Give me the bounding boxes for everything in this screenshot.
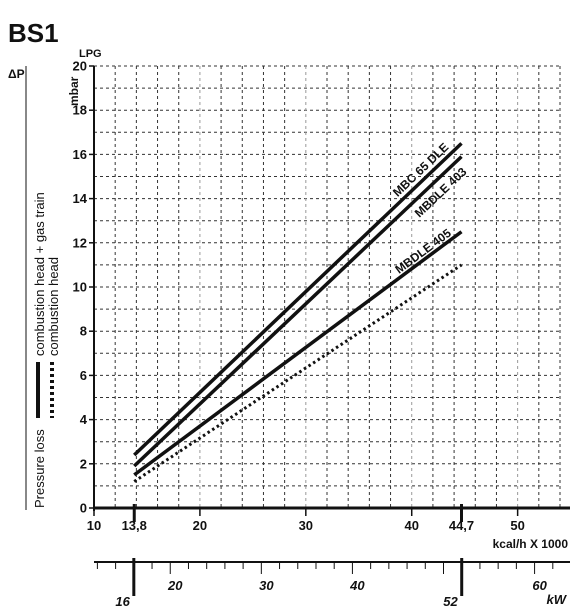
y-unit-label: mbar: [67, 76, 81, 106]
y-tick-label: 16: [73, 147, 87, 162]
y-tick-label: 6: [80, 368, 87, 383]
kw-tick-label: 60: [532, 578, 547, 593]
y-axis-delta-label: ΔP: [8, 67, 25, 81]
y-tick-label: 2: [80, 456, 87, 471]
series-line-mbdle-403: [133, 155, 463, 468]
x-tick-label: 44,7: [449, 518, 474, 533]
y-tick-label: 0: [80, 501, 87, 516]
x-tick-label: 40: [404, 518, 418, 533]
kw-tick-label: 30: [259, 578, 274, 593]
legend-label-dotted: combustion head: [46, 257, 61, 356]
y-tick-label: 20: [73, 59, 87, 74]
series-line-mbdle-405: [133, 230, 463, 477]
kw-tick-label: 20: [167, 578, 183, 593]
y-tick-label: 14: [73, 191, 88, 206]
x-tick-label: 20: [193, 518, 207, 533]
x-unit-label: kcal/h X 1000: [493, 537, 569, 551]
kw-tick-label: 52: [443, 594, 458, 609]
x-tick-label: 13,8: [122, 518, 147, 533]
tick-labels: 0 2 4 6 8 10 12 14 16 18 20 10 13,8 20 30 40 44,7 50 16 20 3…: [73, 59, 548, 609]
y-tick-label: 12: [73, 235, 87, 250]
x-tick-label: 30: [299, 518, 313, 533]
y-tick-label: 8: [80, 324, 87, 339]
grid: [94, 65, 561, 508]
legend-label-solid: combustion head + gas train: [32, 192, 47, 356]
series-label-mbdle-405: MBDLE 405: [392, 226, 454, 277]
series-lines: [133, 142, 463, 483]
series-line-mbc-65-dle: [133, 142, 463, 457]
axes: [89, 65, 570, 596]
kw-tick-label: 16: [115, 594, 130, 609]
y-tick-label: 18: [73, 103, 87, 118]
kw-tick-label: 40: [349, 578, 365, 593]
y-axis-title: Pressure loss: [32, 429, 47, 508]
kw-unit-label: kW: [547, 592, 568, 607]
y-tick-label: 4: [80, 412, 88, 427]
chart-title: BS1: [8, 18, 59, 48]
x-tick-label: 50: [510, 518, 524, 533]
x-tick-label: 10: [87, 518, 101, 533]
chart-subtitle: LPG: [79, 48, 102, 60]
y-tick-label: 10: [73, 280, 87, 295]
